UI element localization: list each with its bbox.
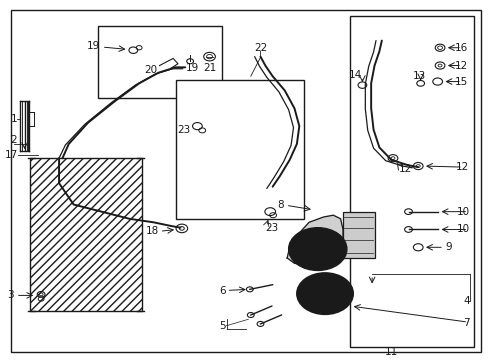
Bar bbox=[30, 158, 142, 311]
Text: 23: 23 bbox=[177, 125, 190, 135]
Text: 16: 16 bbox=[455, 43, 468, 53]
Text: 13: 13 bbox=[413, 71, 426, 81]
Circle shape bbox=[321, 291, 329, 297]
Text: 5: 5 bbox=[219, 321, 225, 332]
Text: 4: 4 bbox=[464, 296, 470, 306]
Text: 23: 23 bbox=[266, 223, 279, 233]
Text: 19: 19 bbox=[87, 41, 100, 51]
Circle shape bbox=[307, 241, 328, 257]
Text: 10: 10 bbox=[457, 207, 470, 217]
Bar bbox=[350, 15, 474, 347]
Text: 21: 21 bbox=[203, 63, 216, 73]
Text: 14: 14 bbox=[348, 70, 362, 80]
Text: 17: 17 bbox=[4, 150, 18, 159]
Circle shape bbox=[315, 286, 336, 301]
Bar bbox=[98, 26, 221, 98]
Circle shape bbox=[306, 279, 344, 308]
Text: 1: 1 bbox=[11, 114, 17, 124]
Text: 6: 6 bbox=[219, 286, 225, 296]
Text: 8: 8 bbox=[277, 199, 284, 210]
Text: 7: 7 bbox=[464, 318, 470, 328]
Text: 22: 22 bbox=[254, 43, 267, 53]
Text: 19: 19 bbox=[186, 63, 199, 73]
Text: 12: 12 bbox=[455, 60, 468, 71]
Bar bbox=[343, 212, 374, 258]
Circle shape bbox=[297, 273, 353, 314]
Text: 9: 9 bbox=[445, 242, 452, 252]
Circle shape bbox=[297, 234, 338, 264]
Text: 2: 2 bbox=[11, 135, 17, 145]
Text: 12: 12 bbox=[399, 164, 412, 174]
Text: 20: 20 bbox=[145, 65, 158, 75]
Text: 10: 10 bbox=[457, 225, 470, 234]
Text: 3: 3 bbox=[7, 291, 14, 300]
Text: 18: 18 bbox=[146, 226, 159, 236]
Circle shape bbox=[289, 228, 347, 270]
Polygon shape bbox=[287, 215, 343, 265]
Text: 12: 12 bbox=[456, 162, 469, 172]
Text: 15: 15 bbox=[455, 77, 468, 86]
Text: 11: 11 bbox=[385, 347, 398, 357]
Bar bbox=[175, 80, 304, 219]
